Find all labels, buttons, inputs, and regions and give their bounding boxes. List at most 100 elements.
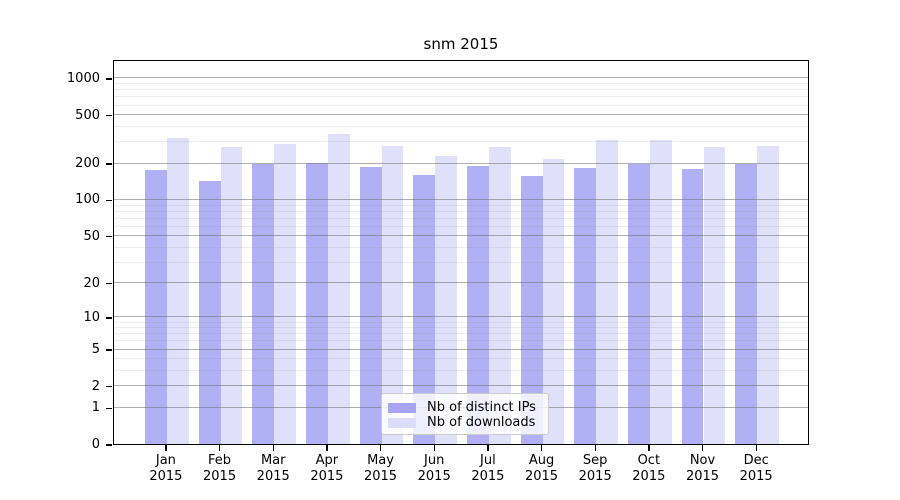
major-gridline (114, 348, 808, 350)
y-tick-mark (106, 386, 112, 388)
bar-may-downloads (381, 146, 404, 444)
legend-entry-downloads: Nb of downloads (388, 415, 539, 430)
major-gridline (114, 385, 808, 387)
major-gridline (114, 282, 808, 284)
y-tick-label: 100 (75, 192, 100, 208)
bar-feb-distinct-ips (198, 181, 221, 444)
bar-sep-distinct-ips (574, 168, 597, 444)
x-tick-label-month: Apr (315, 453, 339, 468)
legend: Nb of distinct IPs Nb of downloads (381, 393, 549, 435)
x-tick-label: Oct 2015 (617, 453, 681, 485)
x-tick-mark (165, 445, 167, 451)
y-tick-mark (106, 407, 112, 409)
x-tick-label-year: 2015 (363, 469, 398, 484)
minor-gridline (114, 321, 808, 323)
x-tick-mark (218, 445, 221, 451)
x-tick-mark (272, 445, 274, 451)
minor-gridline (114, 96, 808, 98)
x-tick-label-month: Feb (208, 453, 232, 468)
y-tick-mark (106, 163, 112, 165)
x-tick-mark (487, 445, 489, 451)
x-tick-label-year: 2015 (149, 469, 183, 484)
bar-nov-distinct-ips (681, 169, 704, 444)
y-tick-label: 0 (91, 437, 100, 452)
minor-gridline (114, 261, 808, 263)
y-tick-mark (106, 317, 112, 319)
x-tick-label-year: 2015 (203, 469, 237, 484)
x-tick-label-month: May (367, 453, 394, 468)
y-tick-label: 2 (91, 378, 100, 394)
x-tick-label-year: 2015 (256, 469, 290, 484)
x-tick-label: Nov 2015 (671, 453, 735, 485)
major-gridline (114, 77, 808, 79)
x-tick-label: Jan 2015 (134, 453, 198, 485)
x-tick-mark (433, 445, 435, 451)
y-tick-label: 500 (75, 107, 100, 123)
minor-gridline (114, 141, 808, 143)
minor-gridline (114, 333, 808, 335)
x-tick-label: Dec 2015 (724, 453, 788, 485)
bar-mar-downloads (274, 143, 297, 444)
y-tick-mark (106, 78, 112, 80)
x-tick-label-month: Jul (480, 453, 496, 468)
x-tick-label-month: Aug (528, 453, 555, 468)
bar-mar-distinct-ips (252, 164, 275, 444)
x-tick-mark (326, 445, 328, 451)
x-tick-label: May 2015 (349, 453, 413, 485)
x-tick-label-month: Oct (637, 453, 661, 468)
x-tick-label-month: Sep (582, 453, 608, 468)
minor-gridline (114, 83, 808, 85)
minor-gridline (114, 204, 808, 206)
minor-gridline (114, 225, 808, 227)
x-tick-label-month: Dec (743, 453, 769, 468)
y-tick-mark (106, 444, 112, 446)
major-gridline (114, 114, 808, 116)
y-tick-label: 5 (91, 342, 100, 358)
y-tick-label: 50 (83, 228, 100, 244)
x-tick-label-month: Jun (424, 453, 445, 468)
y-tick-mark (106, 349, 112, 351)
x-tick-label: Feb 2015 (188, 453, 252, 485)
legend-label-downloads: Nb of downloads (427, 415, 536, 430)
y-tick-label: 10 (83, 309, 100, 325)
legend-swatch-downloads-icon (388, 417, 416, 428)
y-tick-label: 1000 (66, 70, 100, 86)
x-tick-mark (755, 445, 757, 451)
x-tick-label: Apr 2015 (295, 453, 359, 485)
minor-gridline (114, 89, 808, 91)
x-tick-label-year: 2015 (739, 469, 773, 484)
minor-gridline (114, 210, 808, 212)
x-tick-label-year: 2015 (578, 469, 612, 484)
y-tick-label: 20 (83, 275, 100, 291)
x-tick-mark (648, 445, 650, 451)
y-tick-label: 1 (91, 400, 100, 416)
y-tick-label: 200 (75, 156, 100, 172)
bar-jul-downloads (488, 146, 511, 444)
y-tick-mark (106, 115, 112, 117)
x-tick-label: Aug 2015 (510, 453, 574, 485)
bar-jun-downloads (435, 155, 457, 444)
bar-may-distinct-ips (359, 166, 382, 444)
x-tick-mark (594, 445, 596, 451)
y-tick-mark (106, 236, 112, 238)
x-tick-label-year: 2015 (685, 469, 720, 484)
minor-gridline (114, 358, 808, 360)
bar-apr-downloads (327, 133, 350, 444)
x-tick-mark (701, 445, 704, 451)
major-gridline (114, 316, 808, 318)
major-gridline (114, 199, 808, 200)
x-tick-label-month: Jan (155, 453, 176, 468)
bar-sep-downloads (596, 139, 618, 444)
bar-feb-downloads (220, 146, 243, 444)
bar-jun-distinct-ips (413, 175, 436, 444)
bar-dec-distinct-ips (735, 163, 758, 444)
legend-label-distinct-ips: Nb of distinct IPs (427, 400, 536, 415)
minor-gridline (114, 104, 808, 106)
chart-title: snm 2015 (423, 35, 499, 53)
x-tick-label-year: 2015 (524, 469, 559, 484)
x-tick-label-month: Nov (689, 453, 716, 468)
y-tick-mark (106, 199, 112, 202)
x-tick-label: Jun 2015 (402, 453, 466, 485)
bar-jan-distinct-ips (145, 170, 167, 444)
bar-oct-downloads (649, 140, 672, 444)
